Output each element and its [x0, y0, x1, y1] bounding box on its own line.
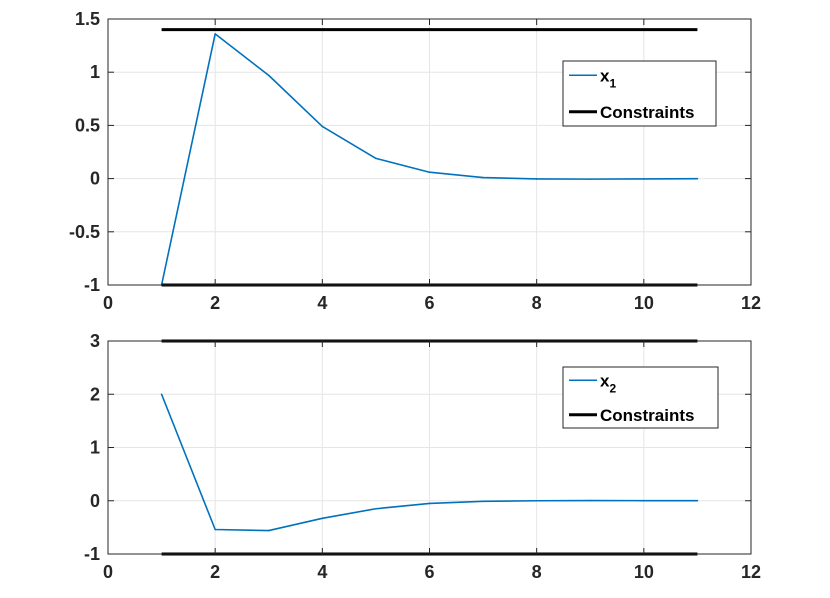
data-point [321, 517, 324, 520]
data-point [643, 178, 645, 180]
data-point [214, 33, 216, 35]
x-tick-label: 10 [634, 562, 654, 582]
x-tick-label: 4 [317, 293, 327, 313]
data-point [589, 499, 592, 502]
y-tick-label: 1 [90, 438, 100, 458]
legend-label-subscript: 1 [609, 76, 616, 90]
data-point [267, 74, 270, 77]
y-tick-label: -0.5 [69, 222, 100, 242]
y-tick-label: 2 [90, 384, 100, 404]
x-tick-label: 12 [741, 293, 761, 313]
data-point [482, 176, 484, 179]
y-tick-label: 1.5 [75, 9, 100, 29]
y-tick-label: 0.5 [75, 115, 100, 135]
y-tick-label: 0 [90, 169, 100, 189]
data-point [535, 178, 538, 180]
legend-label: Constraints [600, 103, 694, 122]
x-tick-label: 8 [532, 293, 542, 313]
y-tick-label: 3 [90, 331, 100, 351]
data-point [428, 502, 431, 505]
data-point [696, 499, 699, 502]
data-point [160, 393, 163, 396]
data-point [535, 499, 538, 502]
data-point [589, 178, 592, 180]
y-tick-label: 0 [90, 491, 100, 511]
legend-label: Constraints [600, 406, 694, 425]
data-point [375, 157, 377, 160]
x-tick-label: 2 [210, 293, 220, 313]
x-tick-label: 10 [634, 293, 654, 313]
data-point [267, 529, 270, 532]
x-tick-label: 6 [424, 562, 434, 582]
y-tick-label: -1 [84, 275, 100, 295]
data-point [428, 171, 431, 174]
y-tick-label: 1 [90, 62, 100, 82]
x-tick-label: 2 [210, 562, 220, 582]
x-tick-label: 4 [317, 562, 327, 582]
data-point [214, 528, 216, 531]
x-tick-label: 6 [424, 293, 434, 313]
data-point [321, 125, 324, 128]
data-point [696, 177, 699, 180]
x-tick-label: 8 [532, 562, 542, 582]
legend-box [562, 60, 717, 127]
data-point [643, 499, 645, 502]
x-tick-label: 12 [741, 562, 761, 582]
x-tick-label: 0 [103, 562, 113, 582]
legend-box [562, 366, 719, 429]
x-tick-label: 0 [103, 293, 113, 313]
data-point [375, 507, 377, 510]
y-tick-label: -1 [84, 544, 100, 564]
data-point [482, 500, 484, 503]
legend-label-subscript: 2 [609, 381, 616, 395]
